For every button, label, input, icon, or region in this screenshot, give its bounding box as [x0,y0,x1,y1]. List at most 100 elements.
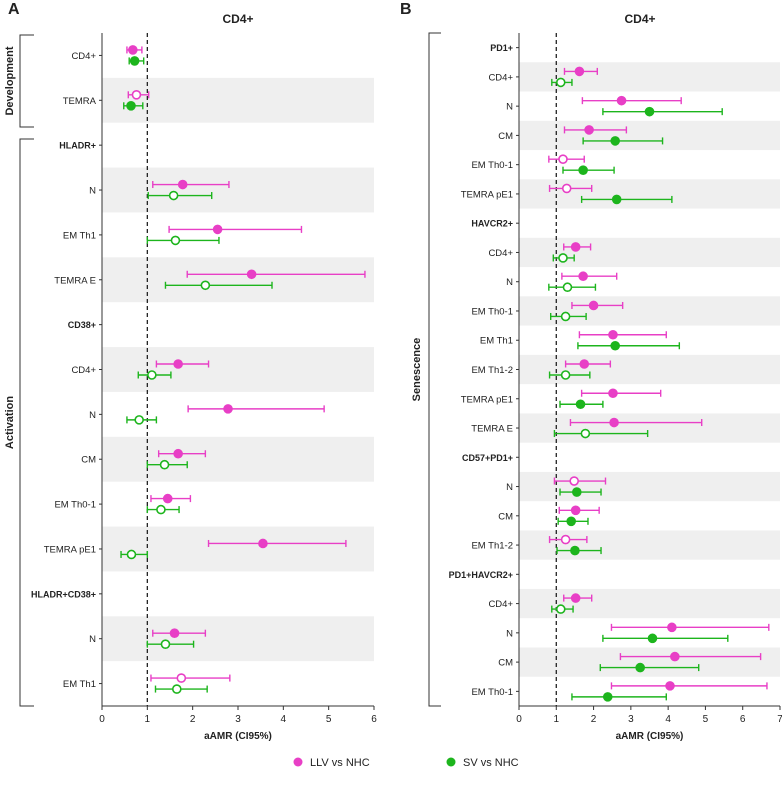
llv-point [574,66,585,77]
panel-letter: B [400,1,412,18]
llv-point [176,673,187,683]
row-band [102,347,374,392]
llv-point [584,125,594,135]
legend: LLV vs NHC SV vs NHC [293,757,519,769]
sv-point [134,415,144,425]
x-tick-label: 1 [554,714,560,725]
row-label: EM Th1 [63,679,96,690]
x-tick-label: 5 [326,714,332,725]
llv-point [670,651,680,662]
sv-point [611,194,622,205]
panel-title: CD4+ [222,12,253,26]
sv-point [170,235,181,246]
llv-point [128,45,138,55]
llv-point [177,179,188,190]
llv-point [609,417,619,428]
sv-point [126,101,136,111]
panel-b: B CD4+ 0 1 2 3 4 5 6 7 aAMR (CI95%) Senescence PD1+ C… [400,1,782,742]
sv-point [610,340,620,351]
sv-point [580,428,591,439]
sv-point [555,77,566,88]
sv-point [159,459,170,470]
x-tick-label: 6 [740,714,746,725]
sv-point [560,370,571,380]
llv-point [162,493,173,504]
row-label: N [89,634,96,645]
row-header-label: CD38+ [68,320,96,330]
row-label: CD4+ [488,248,513,259]
x-tick-label: 2 [591,714,597,725]
row-header-label: PD1+ [490,43,513,53]
x-tick-label: 4 [281,714,287,725]
row-band [519,588,780,619]
row-label: N [89,410,96,421]
row-band [519,471,780,502]
row-band [102,167,374,213]
llv-point [579,359,590,369]
sv-point [555,604,566,614]
row-label: CM [498,658,513,669]
sv-point [168,190,179,201]
row-band [519,62,780,92]
row-label: TEMRA pE1 [44,544,96,555]
row-label: TEMRA [63,96,97,107]
llv-point [608,388,618,399]
sv-point [147,370,157,380]
sv-point [644,106,655,117]
legend-label: SV vs NHC [463,757,519,769]
sv-point [160,639,171,650]
sv-point [558,253,568,263]
llv-point [608,329,618,340]
sv-point [647,633,658,644]
row-header-label: HLADR+CD38+ [31,589,96,599]
x-tick-label: 5 [703,714,709,725]
legend-label: LLV vs NHC [310,757,370,769]
x-tick-label: 7 [777,714,782,725]
panel-a: A CD4+ 0 1 2 3 4 5 6 aAMR (CI95%) Development Activ… [4,1,377,742]
llv-point [223,404,233,414]
sv-point [570,545,580,556]
row-label: EM Th1 [480,336,513,347]
row-label: TEMRA pE1 [461,394,513,405]
llv-point [569,476,579,486]
sv-point [571,487,582,497]
row-label: EM Th0-1 [471,306,513,317]
x-tick-label: 3 [235,714,241,725]
llv-point [570,593,581,603]
panel-title: CD4+ [624,12,655,26]
llv-point [212,224,223,235]
group-label: Development [4,46,16,115]
legend-marker [446,757,456,767]
llv-point [665,681,675,691]
row-band [102,616,374,662]
row-header-label: HAVCR2+ [471,219,513,229]
row-label: EM Th0-1 [471,687,513,698]
x-tick-label: 6 [371,714,377,725]
llv-point [561,183,572,194]
llv-point [246,269,257,280]
legend-marker [293,757,303,767]
llv-point [578,271,588,282]
sv-point [578,165,588,175]
llv-point [570,242,581,252]
row-header-label: PD1+HAVCR2+ [449,570,513,580]
row-label: EM Th1-2 [471,365,513,376]
row-label: CD4+ [488,72,513,83]
sv-point [602,692,613,702]
row-label: N [506,102,513,113]
llv-point [169,628,180,639]
group-label: Senescence [411,338,423,402]
llv-point [560,534,571,545]
sv-point [575,399,586,410]
llv-point [558,154,568,164]
row-label: CM [498,131,513,142]
sv-point [129,56,140,66]
row-band [102,436,374,482]
row-band [102,526,374,572]
row-label: CD4+ [488,599,513,610]
row-label: CM [81,455,96,466]
row-band [519,647,780,677]
llv-point [667,622,677,633]
row-label: CD4+ [71,51,96,62]
